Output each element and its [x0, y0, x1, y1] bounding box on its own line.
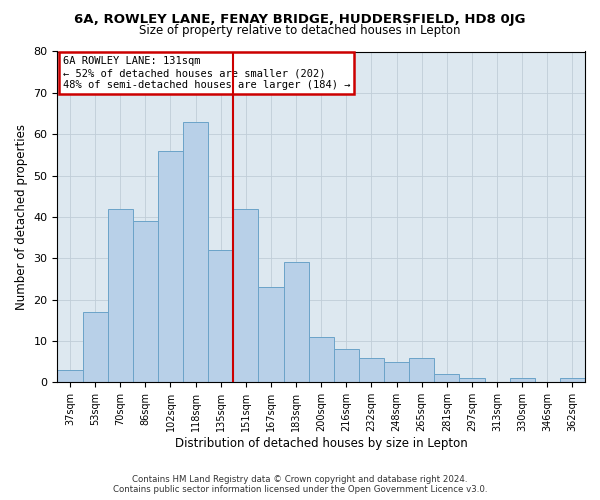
Bar	[259, 287, 284, 382]
Bar	[409, 358, 434, 382]
Bar	[233, 208, 259, 382]
Text: 6A, ROWLEY LANE, FENAY BRIDGE, HUDDERSFIELD, HD8 0JG: 6A, ROWLEY LANE, FENAY BRIDGE, HUDDERSFI…	[74, 12, 526, 26]
Bar	[284, 262, 308, 382]
Bar	[183, 122, 208, 382]
Text: Size of property relative to detached houses in Lepton: Size of property relative to detached ho…	[139, 24, 461, 37]
Bar	[107, 208, 133, 382]
Bar	[560, 378, 585, 382]
Bar	[133, 221, 158, 382]
X-axis label: Distribution of detached houses by size in Lepton: Distribution of detached houses by size …	[175, 437, 467, 450]
Bar	[359, 358, 384, 382]
Bar	[334, 350, 359, 382]
Y-axis label: Number of detached properties: Number of detached properties	[15, 124, 28, 310]
Bar	[384, 362, 409, 382]
Bar	[434, 374, 460, 382]
Bar	[509, 378, 535, 382]
Bar	[308, 337, 334, 382]
Bar	[83, 312, 107, 382]
Bar	[58, 370, 83, 382]
Text: 6A ROWLEY LANE: 131sqm
← 52% of detached houses are smaller (202)
48% of semi-de: 6A ROWLEY LANE: 131sqm ← 52% of detached…	[62, 56, 350, 90]
Bar	[208, 250, 233, 382]
Bar	[460, 378, 485, 382]
Bar	[158, 151, 183, 382]
Text: Contains HM Land Registry data © Crown copyright and database right 2024.
Contai: Contains HM Land Registry data © Crown c…	[113, 474, 487, 494]
